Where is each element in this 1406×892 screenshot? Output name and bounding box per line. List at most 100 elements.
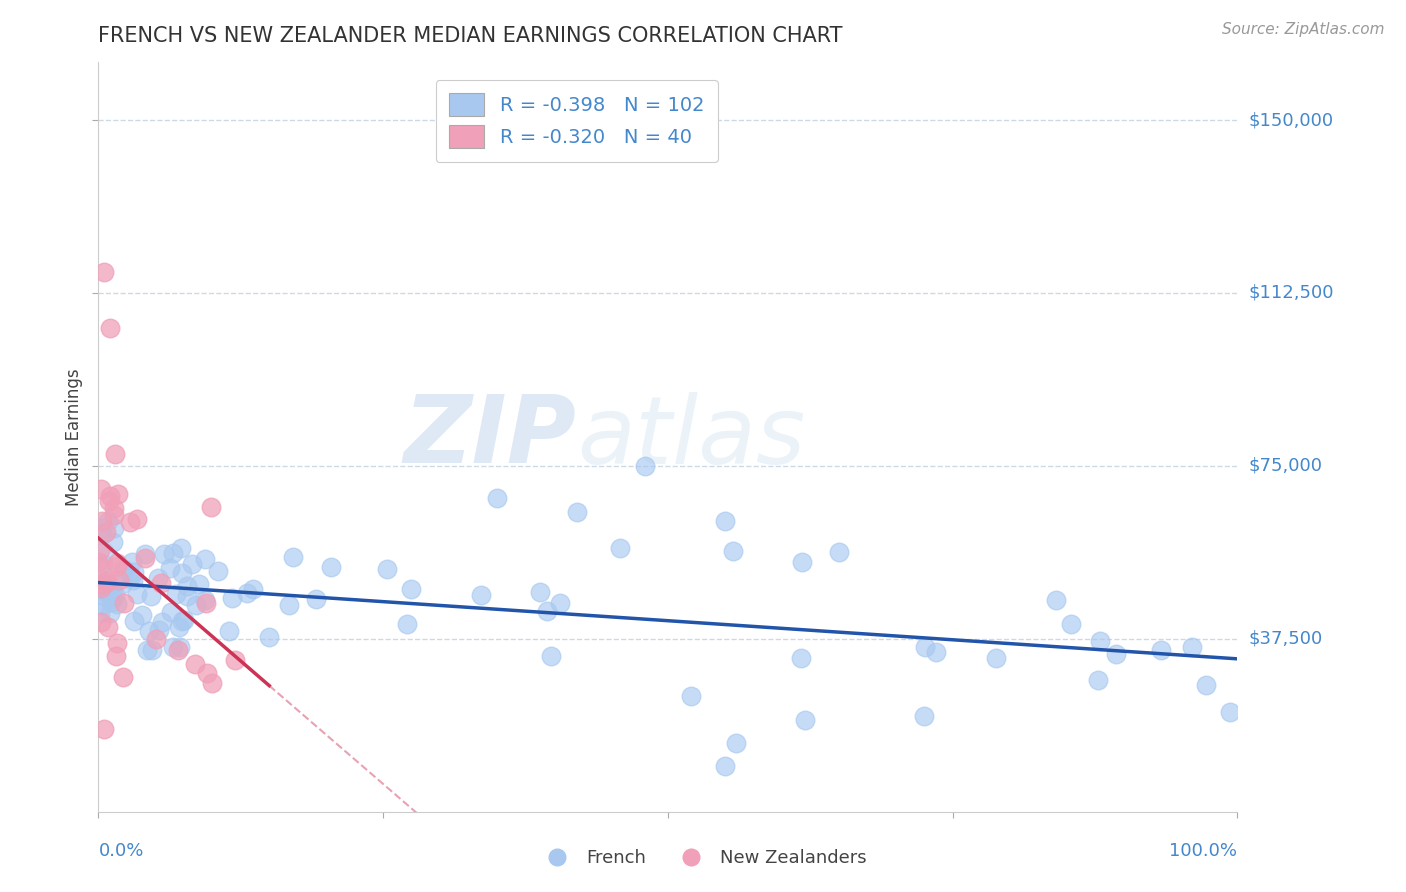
Point [1105, 647, 1128, 661]
Point [141, 643, 163, 657]
Point [1060, 616, 1083, 631]
Point [173, 613, 195, 627]
Point [91, 575, 114, 590]
Point [105, 557, 128, 571]
Point [148, 624, 170, 638]
Point [224, 652, 246, 666]
Text: FRENCH VS NEW ZEALANDER MEDIAN EARNINGS CORRELATION CHART: FRENCH VS NEW ZEALANDER MEDIAN EARNINGS … [98, 26, 844, 45]
Point [103, 508, 125, 523]
Point [104, 447, 127, 461]
Point [169, 541, 191, 555]
Point [127, 512, 149, 526]
Point [96, 585, 118, 599]
Point [395, 616, 418, 631]
Point [145, 632, 167, 647]
Point [529, 584, 551, 599]
Point [90, 482, 112, 496]
Point [134, 551, 156, 566]
Text: $150,000: $150,000 [1249, 112, 1333, 129]
Point [122, 573, 145, 587]
Point [107, 597, 129, 611]
Point [98, 606, 121, 620]
Point [101, 590, 124, 604]
Point [159, 560, 181, 574]
Point [98, 320, 121, 334]
Point [104, 588, 127, 602]
Point [793, 713, 815, 727]
Point [194, 593, 217, 607]
Point [89, 543, 111, 558]
Point [90, 615, 112, 629]
Point [194, 552, 217, 566]
Text: $37,500: $37,500 [1249, 630, 1323, 648]
Point [152, 547, 174, 561]
Point [98, 489, 121, 503]
Point [1195, 678, 1218, 692]
Point [399, 582, 422, 596]
Point [170, 614, 193, 628]
Point [721, 544, 744, 558]
Point [195, 666, 218, 681]
Point [828, 544, 851, 558]
Point [1150, 643, 1173, 657]
Point [200, 500, 222, 514]
Point [93, 722, 115, 736]
Point [565, 505, 588, 519]
Point [160, 605, 183, 619]
Point [609, 541, 631, 556]
Point [201, 675, 224, 690]
Point [790, 555, 813, 569]
Point [148, 572, 170, 586]
Point [91, 528, 114, 542]
Point [305, 592, 328, 607]
Point [134, 548, 156, 562]
Point [96, 577, 118, 591]
Point [111, 576, 134, 591]
Point [540, 648, 562, 663]
Point [242, 582, 264, 597]
Text: $112,500: $112,500 [1249, 284, 1334, 302]
Point [139, 589, 162, 603]
Point [122, 566, 145, 580]
Point [97, 514, 120, 528]
Point [536, 604, 558, 618]
Point [131, 608, 153, 623]
Point [96, 573, 118, 587]
Point [96, 575, 118, 590]
Point [112, 670, 135, 684]
Point [176, 589, 198, 603]
Point [149, 575, 172, 590]
Point [93, 589, 115, 603]
Point [90, 582, 112, 597]
Point [93, 265, 115, 279]
Point [259, 630, 281, 644]
Point [184, 598, 207, 612]
Point [138, 624, 160, 638]
Point [87, 555, 110, 569]
Point [375, 562, 398, 576]
Point [634, 458, 657, 473]
Point [107, 487, 129, 501]
Point [107, 573, 129, 587]
Point [1045, 592, 1067, 607]
Text: ZIP: ZIP [404, 391, 576, 483]
Point [1087, 673, 1109, 687]
Point [218, 624, 240, 638]
Point [714, 758, 737, 772]
Point [550, 596, 572, 610]
Point [105, 558, 128, 573]
Point [150, 615, 173, 630]
Point [91, 521, 114, 535]
Point [103, 521, 125, 535]
Point [100, 595, 122, 609]
Point [120, 568, 142, 582]
Point [96, 524, 118, 539]
Point [986, 651, 1008, 665]
Point [207, 565, 229, 579]
Point [169, 640, 191, 654]
Point [97, 620, 120, 634]
Point [912, 709, 935, 723]
Point [162, 640, 184, 654]
Point [281, 550, 304, 565]
Point [120, 515, 142, 529]
